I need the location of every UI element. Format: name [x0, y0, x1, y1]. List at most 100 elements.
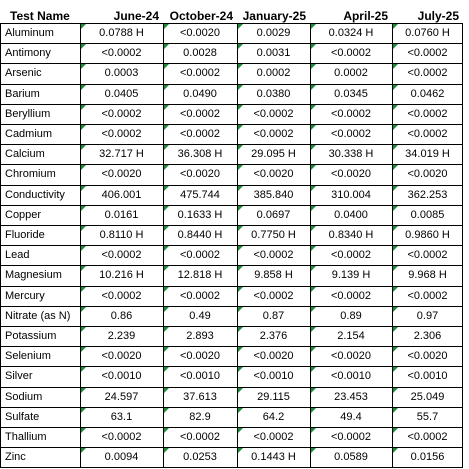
- value-cell[interactable]: 32.717 H: [80, 144, 163, 164]
- value-cell[interactable]: 385.840: [237, 185, 310, 205]
- value-cell[interactable]: 0.0028: [163, 43, 237, 63]
- value-cell[interactable]: <0.0002: [392, 104, 463, 124]
- value-cell[interactable]: <0.0020: [392, 346, 463, 366]
- value-cell[interactable]: 0.0324 H: [310, 23, 392, 43]
- test-name-cell[interactable]: Antimony: [5, 47, 51, 60]
- value-cell[interactable]: <0.0002: [163, 245, 237, 265]
- value-cell[interactable]: <0.0020: [163, 346, 237, 366]
- value-cell[interactable]: <0.0020: [310, 164, 392, 184]
- test-name-cell[interactable]: Arsenic: [5, 67, 42, 80]
- header-june-24[interactable]: June-24: [113, 9, 159, 23]
- header-january-25[interactable]: January-25: [242, 9, 306, 23]
- value-cell[interactable]: 34.019 H: [392, 144, 463, 164]
- test-name-cell[interactable]: Selenium: [5, 350, 51, 363]
- header-test-name[interactable]: Test Name: [10, 9, 70, 23]
- value-cell[interactable]: 0.0002: [310, 63, 392, 83]
- value-cell[interactable]: 406.001: [80, 185, 163, 205]
- value-cell[interactable]: <0.0020: [310, 346, 392, 366]
- test-name-cell[interactable]: Potassium: [5, 330, 57, 342]
- value-cell[interactable]: 36.308 H: [163, 144, 237, 164]
- test-name-cell[interactable]: Nitrate (as N): [5, 309, 71, 322]
- value-cell[interactable]: <0.0010: [80, 366, 163, 386]
- value-cell[interactable]: 2.893: [163, 326, 237, 346]
- value-cell[interactable]: <0.0010: [392, 366, 463, 386]
- test-name-cell[interactable]: Chromium: [5, 168, 56, 181]
- header-april-25[interactable]: April-25: [343, 9, 388, 23]
- test-name-cell[interactable]: Sulfate: [5, 410, 40, 423]
- value-cell[interactable]: <0.0002: [392, 124, 463, 144]
- value-cell[interactable]: <0.0002: [392, 245, 463, 265]
- value-cell[interactable]: <0.0002: [310, 104, 392, 124]
- value-cell[interactable]: 0.0002: [237, 63, 310, 83]
- value-cell[interactable]: 0.0345: [310, 84, 392, 104]
- value-cell[interactable]: 29.115: [237, 387, 310, 407]
- value-cell[interactable]: 0.0462: [392, 84, 463, 104]
- value-cell[interactable]: 0.8110 H: [80, 225, 163, 245]
- test-name-cell[interactable]: Lead: [5, 249, 30, 262]
- value-cell[interactable]: <0.0002: [80, 104, 163, 124]
- value-cell[interactable]: <0.0020: [237, 346, 310, 366]
- value-cell[interactable]: <0.0002: [237, 286, 310, 306]
- value-cell[interactable]: <0.0002: [163, 124, 237, 144]
- value-cell[interactable]: <0.0002: [237, 245, 310, 265]
- value-cell[interactable]: <0.0002: [163, 63, 237, 83]
- value-cell[interactable]: 0.8340 H: [310, 225, 392, 245]
- value-cell[interactable]: 0.0003: [80, 63, 163, 83]
- test-name-cell[interactable]: Magnesium: [5, 269, 62, 282]
- value-cell[interactable]: <0.0002: [310, 427, 392, 447]
- value-cell[interactable]: 9.139 H: [310, 265, 392, 285]
- value-cell[interactable]: <0.0002: [163, 286, 237, 306]
- value-cell[interactable]: 2.239: [80, 326, 163, 346]
- value-cell[interactable]: <0.0002: [392, 427, 463, 447]
- value-cell[interactable]: 24.597: [80, 387, 163, 407]
- value-cell[interactable]: <0.0002: [163, 427, 237, 447]
- value-cell[interactable]: <0.0002: [310, 286, 392, 306]
- value-cell[interactable]: 0.9860 H: [392, 225, 463, 245]
- value-cell[interactable]: 2.376: [237, 326, 310, 346]
- value-cell[interactable]: 0.0085: [392, 205, 463, 225]
- value-cell[interactable]: 0.0490: [163, 84, 237, 104]
- value-cell[interactable]: 9.968 H: [392, 265, 463, 285]
- value-cell[interactable]: <0.0020: [80, 164, 163, 184]
- test-name-cell[interactable]: Beryllium: [5, 107, 51, 120]
- value-cell[interactable]: 12.818 H: [163, 265, 237, 285]
- value-cell[interactable]: 0.0380: [237, 84, 310, 104]
- value-cell[interactable]: 0.0400: [310, 205, 392, 225]
- value-cell[interactable]: <0.0002: [80, 245, 163, 265]
- test-name-cell[interactable]: Aluminum: [5, 27, 54, 39]
- test-name-cell[interactable]: Sodium: [5, 390, 43, 403]
- value-cell[interactable]: 49.4: [310, 407, 392, 427]
- test-name-cell[interactable]: Calcium: [5, 148, 45, 161]
- value-cell[interactable]: 82.9: [163, 407, 237, 427]
- value-cell[interactable]: <0.0002: [237, 124, 310, 144]
- test-name-cell[interactable]: Silver: [5, 370, 33, 383]
- value-cell[interactable]: <0.0020: [392, 164, 463, 184]
- value-cell[interactable]: 0.0156: [392, 447, 463, 467]
- value-cell[interactable]: 362.253: [392, 185, 463, 205]
- test-name-cell[interactable]: Cadmium: [5, 128, 53, 140]
- value-cell[interactable]: <0.0002: [392, 63, 463, 83]
- value-cell[interactable]: 0.86: [80, 306, 163, 326]
- value-cell[interactable]: <0.0002: [80, 286, 163, 306]
- value-cell[interactable]: <0.0002: [310, 245, 392, 265]
- value-cell[interactable]: 0.0589: [310, 447, 392, 467]
- value-cell[interactable]: 0.0161: [80, 205, 163, 225]
- value-cell[interactable]: 0.0788 H: [80, 23, 163, 43]
- value-cell[interactable]: 0.1443 H: [237, 447, 310, 467]
- header-october-24[interactable]: October-24: [169, 9, 233, 23]
- value-cell[interactable]: <0.0002: [237, 104, 310, 124]
- value-cell[interactable]: <0.0002: [310, 43, 392, 63]
- value-cell[interactable]: <0.0002: [237, 427, 310, 447]
- value-cell[interactable]: 25.049: [392, 387, 463, 407]
- value-cell[interactable]: 2.306: [392, 326, 463, 346]
- value-cell[interactable]: <0.0010: [163, 366, 237, 386]
- value-cell[interactable]: 10.216 H: [80, 265, 163, 285]
- test-name-cell[interactable]: Conductivity: [5, 188, 65, 201]
- value-cell[interactable]: <0.0002: [80, 124, 163, 144]
- value-cell[interactable]: 0.0031: [237, 43, 310, 63]
- value-cell[interactable]: 2.154: [310, 326, 392, 346]
- value-cell[interactable]: <0.0020: [80, 346, 163, 366]
- value-cell[interactable]: 0.87: [237, 306, 310, 326]
- value-cell[interactable]: 0.0029: [237, 23, 310, 43]
- value-cell[interactable]: 64.2: [237, 407, 310, 427]
